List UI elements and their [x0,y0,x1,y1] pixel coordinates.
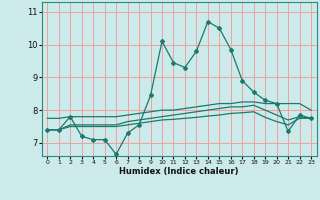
X-axis label: Humidex (Indice chaleur): Humidex (Indice chaleur) [119,167,239,176]
